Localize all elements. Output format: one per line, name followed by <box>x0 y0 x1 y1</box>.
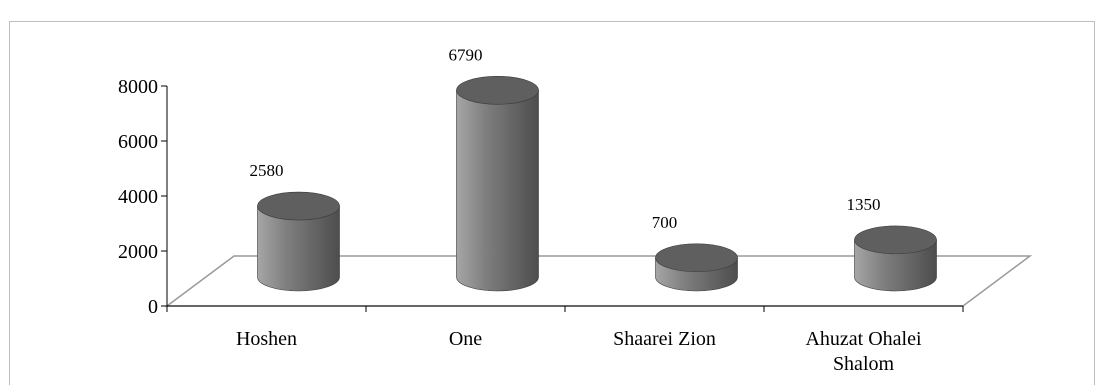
bar-cylinder <box>854 225 937 292</box>
bar-body <box>456 89 539 292</box>
bar-body <box>257 205 340 292</box>
bar-cylinder <box>257 191 340 292</box>
data-label: 2580 <box>250 161 284 180</box>
data-label: 6790 <box>449 45 483 64</box>
bar-body <box>854 239 937 292</box>
x-category-label: Ahuzat Ohalei <box>805 328 922 350</box>
y-tick-label: 8000 <box>118 76 158 98</box>
bar-cylinder <box>456 75 539 292</box>
x-category-label: Hoshen <box>236 328 297 350</box>
data-label: 1350 <box>847 195 881 214</box>
y-tick-label: 4000 <box>118 186 158 208</box>
bar-top <box>854 225 937 255</box>
y-tick-label: 2000 <box>118 241 158 263</box>
x-category-label: Shaarei Zion <box>613 328 716 350</box>
y-tick-label: 6000 <box>118 131 158 153</box>
bar-cylinder <box>655 243 738 292</box>
data-label: 700 <box>652 213 678 232</box>
bar-top <box>655 243 738 273</box>
y-tick-label: 0 <box>148 296 158 318</box>
chart-border <box>9 21 1095 385</box>
bar-top <box>257 191 340 221</box>
bar-top <box>456 75 539 105</box>
x-category-label: One <box>449 328 482 350</box>
x-category-label: Shalom <box>833 353 895 375</box>
